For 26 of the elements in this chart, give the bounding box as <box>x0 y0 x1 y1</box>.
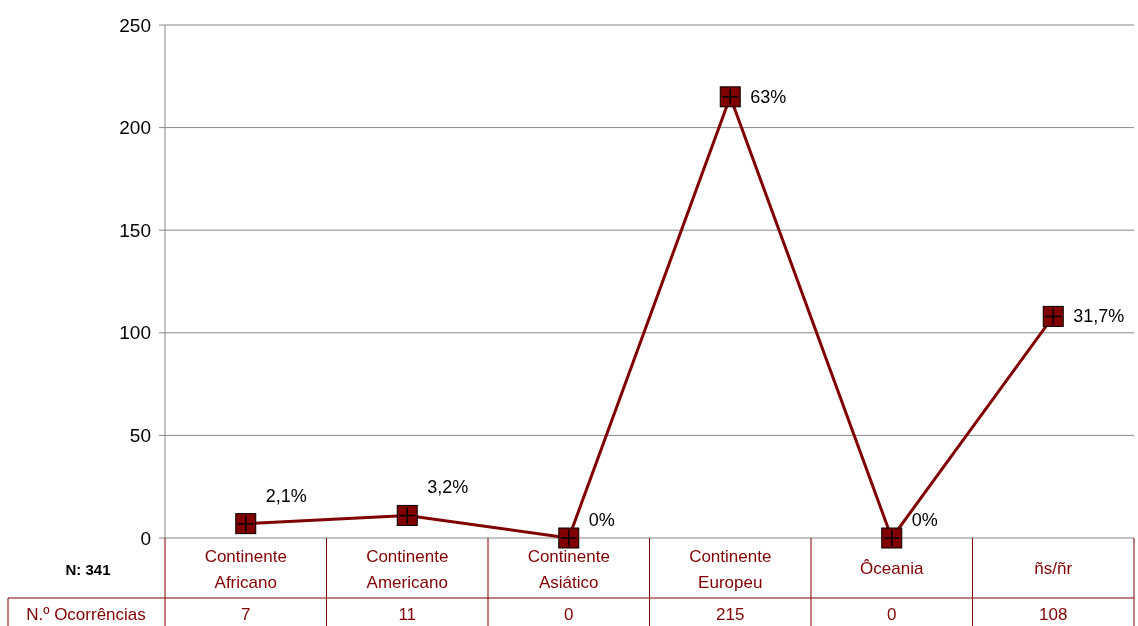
y-tick-label: 200 <box>119 117 151 139</box>
data-label: 7 <box>241 605 251 624</box>
y-tick-label: 150 <box>119 219 151 241</box>
x-tick-label: ñs/ñr <box>1034 559 1073 578</box>
data-label: 215 <box>716 605 745 624</box>
y-tick-label: 50 <box>129 425 151 447</box>
text: N: 341 <box>65 561 111 578</box>
y-tick-label: 250 <box>119 14 151 36</box>
x-tick-label: Continente Africano <box>204 547 287 592</box>
annotation: 0% <box>588 510 615 530</box>
y-tick-label: 0 <box>140 527 151 549</box>
annotation: 0% <box>911 510 938 530</box>
data-label: 0 <box>564 605 574 624</box>
annotation: 3,2% <box>427 477 469 498</box>
x-tick-label: Continente Europeu <box>689 547 772 592</box>
x-tick-label: Continente Asiático <box>527 547 610 592</box>
legend-label: N.º Ocorrências <box>26 605 146 624</box>
annotation: 63% <box>750 86 787 107</box>
data-label: 108 <box>1039 605 1068 624</box>
x-tick-label: Continente Americano <box>366 547 449 592</box>
annotation: 31,7% <box>1073 306 1125 327</box>
data-label: 0 <box>887 605 897 624</box>
x-tick-label: Ôceania <box>860 559 924 578</box>
annotation: 2,1% <box>265 485 307 506</box>
y-tick-label: 100 <box>119 322 151 344</box>
data-label: 11 <box>398 605 417 624</box>
